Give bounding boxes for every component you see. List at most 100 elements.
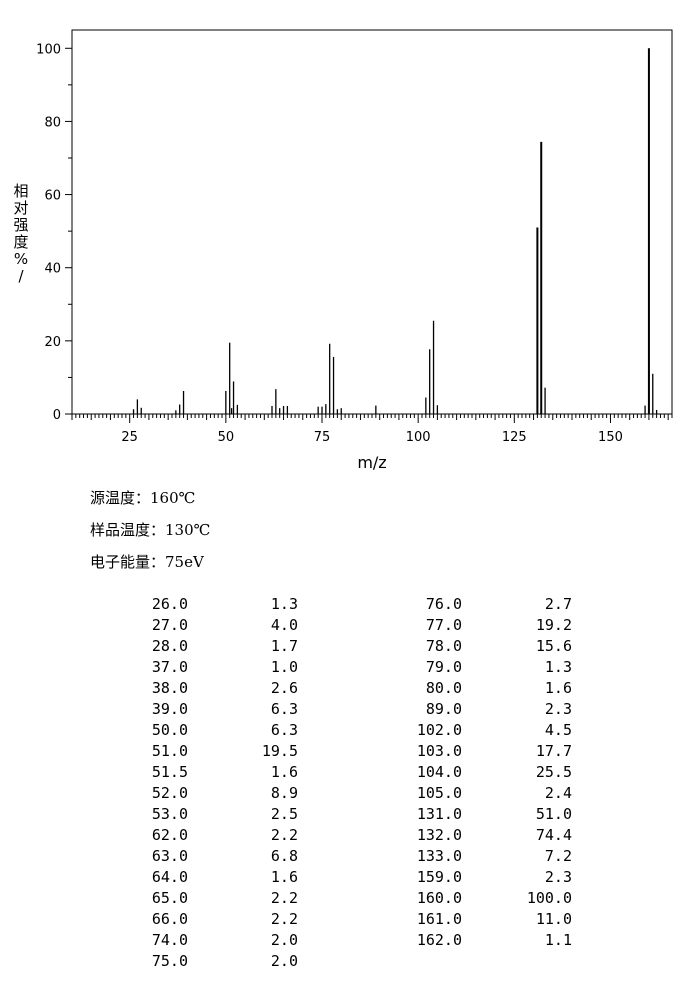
y-axis-label-char: 度 (13, 233, 29, 251)
intensity-value: 8.9 (270, 784, 298, 802)
intensity-value: 2.2 (270, 910, 298, 928)
mz-value: 52.0 (151, 784, 188, 802)
table-row: 51.5 1.6 (128, 762, 298, 783)
mz-value: 77.0 (425, 616, 462, 634)
intensity-value: 1.6 (544, 679, 572, 697)
mz-value: 74.0 (151, 931, 188, 949)
intensity-value: 11.0 (535, 910, 572, 928)
intensity-value: 1.1 (544, 931, 572, 949)
mz-value: 62.0 (151, 826, 188, 844)
x-axis: 25 50 75 100 125 150 (71, 414, 673, 445)
intensity-value: 19.2 (535, 616, 572, 634)
table-row: 105.0 2.4 (400, 783, 572, 804)
y-axis-label-char: 对 (13, 199, 29, 217)
intensity-value: 6.3 (270, 721, 298, 739)
mz-value: 39.0 (151, 700, 188, 718)
intensity-value: 25.5 (535, 763, 572, 781)
table-row: 38.0 2.6 (128, 678, 298, 699)
table-row: 75.0 2.0 (128, 951, 298, 972)
mz-value: 89.0 (425, 700, 462, 718)
y-tick-label: 20 (44, 335, 61, 350)
mz-value: 37.0 (151, 658, 188, 676)
y-axis-label-char: 相 (13, 182, 29, 200)
intensity-value: 1.3 (270, 595, 298, 613)
table-row: 37.0 1.0 (128, 657, 298, 678)
intensity-value: 2.6 (270, 679, 298, 697)
intensity-value: 1.0 (270, 658, 298, 676)
table-row: 50.0 6.3 (128, 720, 298, 741)
mz-value: 51.5 (151, 763, 188, 781)
intensity-value: 19.5 (261, 742, 298, 760)
intensity-value: 15.6 (535, 637, 572, 655)
source-temperature: 源温度：160℃ (90, 489, 196, 507)
table-row: 89.0 2.3 (400, 699, 572, 720)
mz-value: 64.0 (151, 868, 188, 886)
intensity-value: 1.6 (270, 763, 298, 781)
table-row: 65.0 2.2 (128, 888, 298, 909)
table-row: 160.0 100.0 (400, 888, 572, 909)
y-tick-label: 40 (44, 262, 61, 277)
intensity-value: 17.7 (535, 742, 572, 760)
intensity-value: 4.5 (544, 721, 572, 739)
intensity-value: 74.4 (535, 826, 572, 844)
table-row: 74.0 2.0 (128, 930, 298, 951)
mz-value: 28.0 (151, 637, 188, 655)
intensity-value: 2.7 (544, 595, 572, 613)
electron-energy: 电子能量：75eV (90, 553, 204, 571)
table-row: 52.0 8.9 (128, 783, 298, 804)
mz-value: 63.0 (151, 847, 188, 865)
peak-table-left: 26.0 1.3 27.0 4.0 28.0 1.7 37.0 1.0 38.0 2.6 39.0 6… (128, 594, 298, 972)
table-row: 63.0 6.8 (128, 846, 298, 867)
mass-spectrum-chart: 0 20 40 60 80 100 25 50 75 100 125 150 m/z (36, 29, 673, 472)
peak-bars (132, 48, 658, 414)
table-row: 80.0 1.6 (400, 678, 572, 699)
intensity-value: 6.8 (270, 847, 298, 865)
x-tick-label: 75 (314, 430, 331, 445)
table-row: 131.0 51.0 (400, 804, 572, 825)
intensity-value: 2.0 (270, 931, 298, 949)
table-row: 162.0 1.1 (400, 930, 572, 951)
peak-table-right: 76.0 2.7 77.0 19.2 78.0 15.6 79.0 1.3 80.0 1.6 89.… (400, 594, 572, 951)
table-row: 102.0 4.5 (400, 720, 572, 741)
mz-value: 160.0 (416, 889, 462, 907)
table-row: 104.0 25.5 (400, 762, 572, 783)
y-tick-label: 80 (44, 115, 61, 130)
table-row: 159.0 2.3 (400, 867, 572, 888)
intensity-value: 2.2 (270, 889, 298, 907)
table-row: 161.0 11.0 (400, 909, 572, 930)
y-tick-label: 100 (36, 42, 61, 57)
mz-value: 26.0 (151, 595, 188, 613)
mz-value: 65.0 (151, 889, 188, 907)
table-row: 28.0 1.7 (128, 636, 298, 657)
intensity-value: 7.2 (544, 847, 572, 865)
mz-value: 75.0 (151, 952, 188, 970)
intensity-value: 51.0 (535, 805, 572, 823)
mz-value: 161.0 (416, 910, 462, 928)
y-axis-label-char: / (18, 267, 24, 285)
table-row: 77.0 19.2 (400, 615, 572, 636)
intensity-value: 2.2 (270, 826, 298, 844)
table-row: 76.0 2.7 (400, 594, 572, 615)
intensity-value: 6.3 (270, 700, 298, 718)
table-row: 53.0 2.5 (128, 804, 298, 825)
plot-frame (71, 29, 673, 415)
mz-value: 102.0 (416, 721, 462, 739)
mz-value: 50.0 (151, 721, 188, 739)
y-axis-label: 相对强度% / (12, 183, 30, 285)
table-row: 78.0 15.6 (400, 636, 572, 657)
table-row: 132.0 74.4 (400, 825, 572, 846)
table-row: 79.0 1.3 (400, 657, 572, 678)
table-row: 64.0 1.6 (128, 867, 298, 888)
mz-value: 66.0 (151, 910, 188, 928)
intensity-value: 2.3 (544, 700, 572, 718)
intensity-value: 1.7 (270, 637, 298, 655)
table-row: 66.0 2.2 (128, 909, 298, 930)
x-tick-label: 150 (598, 430, 623, 445)
mz-value: 78.0 (425, 637, 462, 655)
table-row: 26.0 1.3 (128, 594, 298, 615)
x-tick-label: 50 (218, 430, 235, 445)
mz-value: 79.0 (425, 658, 462, 676)
intensity-value: 4.0 (270, 616, 298, 634)
mz-value: 104.0 (416, 763, 462, 781)
mz-value: 80.0 (425, 679, 462, 697)
